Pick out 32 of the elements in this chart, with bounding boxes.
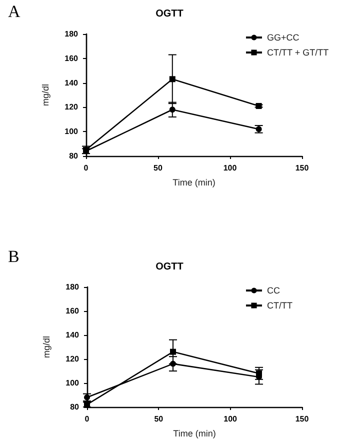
chart-title: OGTT	[156, 262, 184, 272]
x-tick-label: 100	[224, 414, 238, 424]
y-tick-label: 120	[64, 102, 79, 112]
chart-title: OGTT	[156, 8, 184, 20]
legend-label: CC	[267, 286, 280, 296]
y-tick-label: 100	[66, 378, 80, 388]
x-tick-label: 150	[295, 414, 310, 424]
legend-label: CT/TT	[267, 300, 293, 310]
y-tick-label: 160	[66, 306, 80, 316]
y-tick-label: 80	[69, 152, 79, 160]
x-tick-label: 150	[295, 164, 310, 172]
x-tick-label: 50	[154, 164, 163, 172]
y-tick-label: 100	[64, 127, 79, 136]
x-axis-title: Time (min)	[173, 428, 216, 438]
y-tick-label: 180	[64, 30, 79, 38]
x-tick-label: 100	[223, 164, 238, 172]
y-tick-label: 80	[70, 402, 80, 412]
y-tick-label: 140	[64, 78, 79, 88]
text: B	[8, 247, 20, 267]
legend-label: CT/TT + GT/TT	[267, 48, 330, 58]
y-tick-label: 160	[64, 54, 79, 63]
x-tick-label: 0	[84, 164, 89, 172]
y-tick-label: 140	[66, 330, 80, 340]
y-tick-label: 180	[66, 282, 80, 292]
x-tick-label: 0	[84, 414, 90, 424]
text: A	[8, 2, 20, 22]
x-axis-title: Time (min)	[172, 178, 216, 188]
y-tick-label: 120	[66, 354, 80, 364]
y-axis-title: mg/dl	[40, 84, 50, 106]
y-axis-title: mg/dl	[42, 336, 52, 358]
legend-label: GG+CC	[267, 32, 300, 42]
x-tick-label: 50	[154, 414, 164, 424]
